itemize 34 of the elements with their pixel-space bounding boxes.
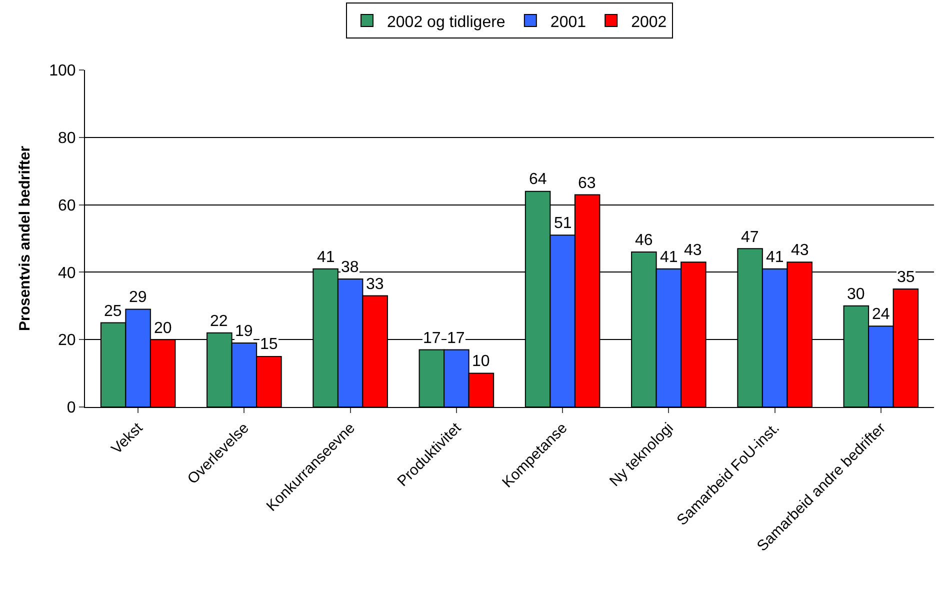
data-label: 22 [210,313,228,330]
data-label: 15 [260,336,278,353]
legend-label: 2001 [550,14,586,31]
data-label: 46 [635,232,653,249]
data-label: 64 [529,171,547,188]
y-tick-label: 60 [58,197,76,214]
data-label: 41 [660,249,678,266]
data-label: 19 [235,323,253,340]
y-axis-title: Prosentvis andel bedrifter [16,146,34,332]
y-tick-label: 0 [66,400,76,417]
data-label: 25 [104,303,122,320]
data-label: 51 [554,215,572,232]
data-label: 38 [341,259,359,276]
data-label: 17 [423,330,441,347]
data-label: 43 [684,242,702,259]
data-label: 24 [872,306,890,323]
data-label: 33 [366,276,384,293]
data-label: 43 [791,242,809,259]
data-label: 30 [847,286,865,303]
y-tick-label: 100 [49,62,76,80]
data-label: 20 [154,320,172,337]
data-label: 29 [129,289,147,306]
data-label: 63 [578,175,596,192]
legend-label: 2002 og tidligere [387,14,506,31]
data-label: 35 [897,269,915,286]
data-label: 47 [741,229,759,246]
data-label: 10 [472,353,490,370]
y-tick-label: 20 [58,332,76,350]
y-tick-label: 40 [58,264,76,282]
data-label: 17 [447,330,465,347]
data-label: 41 [317,249,335,266]
legend-label: 2002 [631,14,667,31]
data-label: 41 [766,249,784,266]
y-tick-label: 80 [58,130,76,147]
